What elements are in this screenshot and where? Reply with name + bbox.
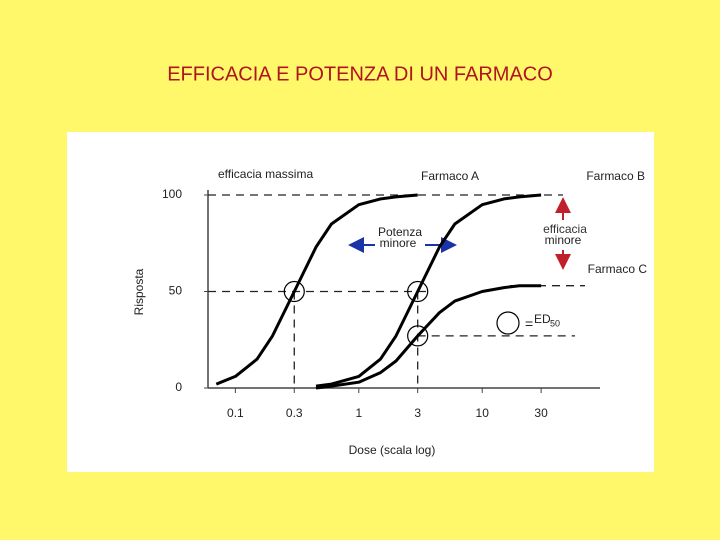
- annotation: efficacia: [543, 222, 587, 236]
- y-axis-label: Risposta: [132, 268, 146, 315]
- annotation: minore: [545, 233, 582, 247]
- ed50-symbol: [496, 311, 520, 335]
- curve: [315, 193, 542, 388]
- annotation: 50: [550, 318, 560, 328]
- ed50-circle: [407, 325, 429, 347]
- x-tick-label: 3: [414, 406, 421, 420]
- x-axis-label: Dose (scala log): [349, 443, 436, 457]
- chart-title: EFFICACIA E POTENZA DI UN FARMACO: [167, 63, 553, 85]
- annotation: ED: [534, 312, 551, 326]
- ed50-circle: [407, 280, 429, 303]
- x-tick-label: 0.1: [227, 406, 244, 420]
- series-label: Farmaco B: [586, 169, 645, 183]
- x-tick-label: 10: [476, 406, 490, 420]
- y-tick-label: 100: [162, 187, 182, 201]
- curve: [315, 284, 542, 390]
- annotation: Potenza: [378, 225, 422, 239]
- x-tick-label: 1: [355, 406, 362, 420]
- series-label: Farmaco A: [421, 169, 479, 183]
- annotation: efficacia massima: [218, 167, 313, 181]
- y-tick-label: 50: [169, 284, 183, 298]
- x-tick-label: 30: [534, 406, 548, 420]
- chart-panel: [67, 132, 654, 472]
- ed50-circle: [283, 280, 305, 303]
- x-tick-label: 0.3: [286, 406, 303, 420]
- y-tick-label: 0: [175, 380, 182, 394]
- annotation: minore: [380, 236, 417, 250]
- curve: [215, 193, 418, 386]
- series-label: Farmaco C: [588, 262, 648, 276]
- annotation: =: [525, 316, 533, 332]
